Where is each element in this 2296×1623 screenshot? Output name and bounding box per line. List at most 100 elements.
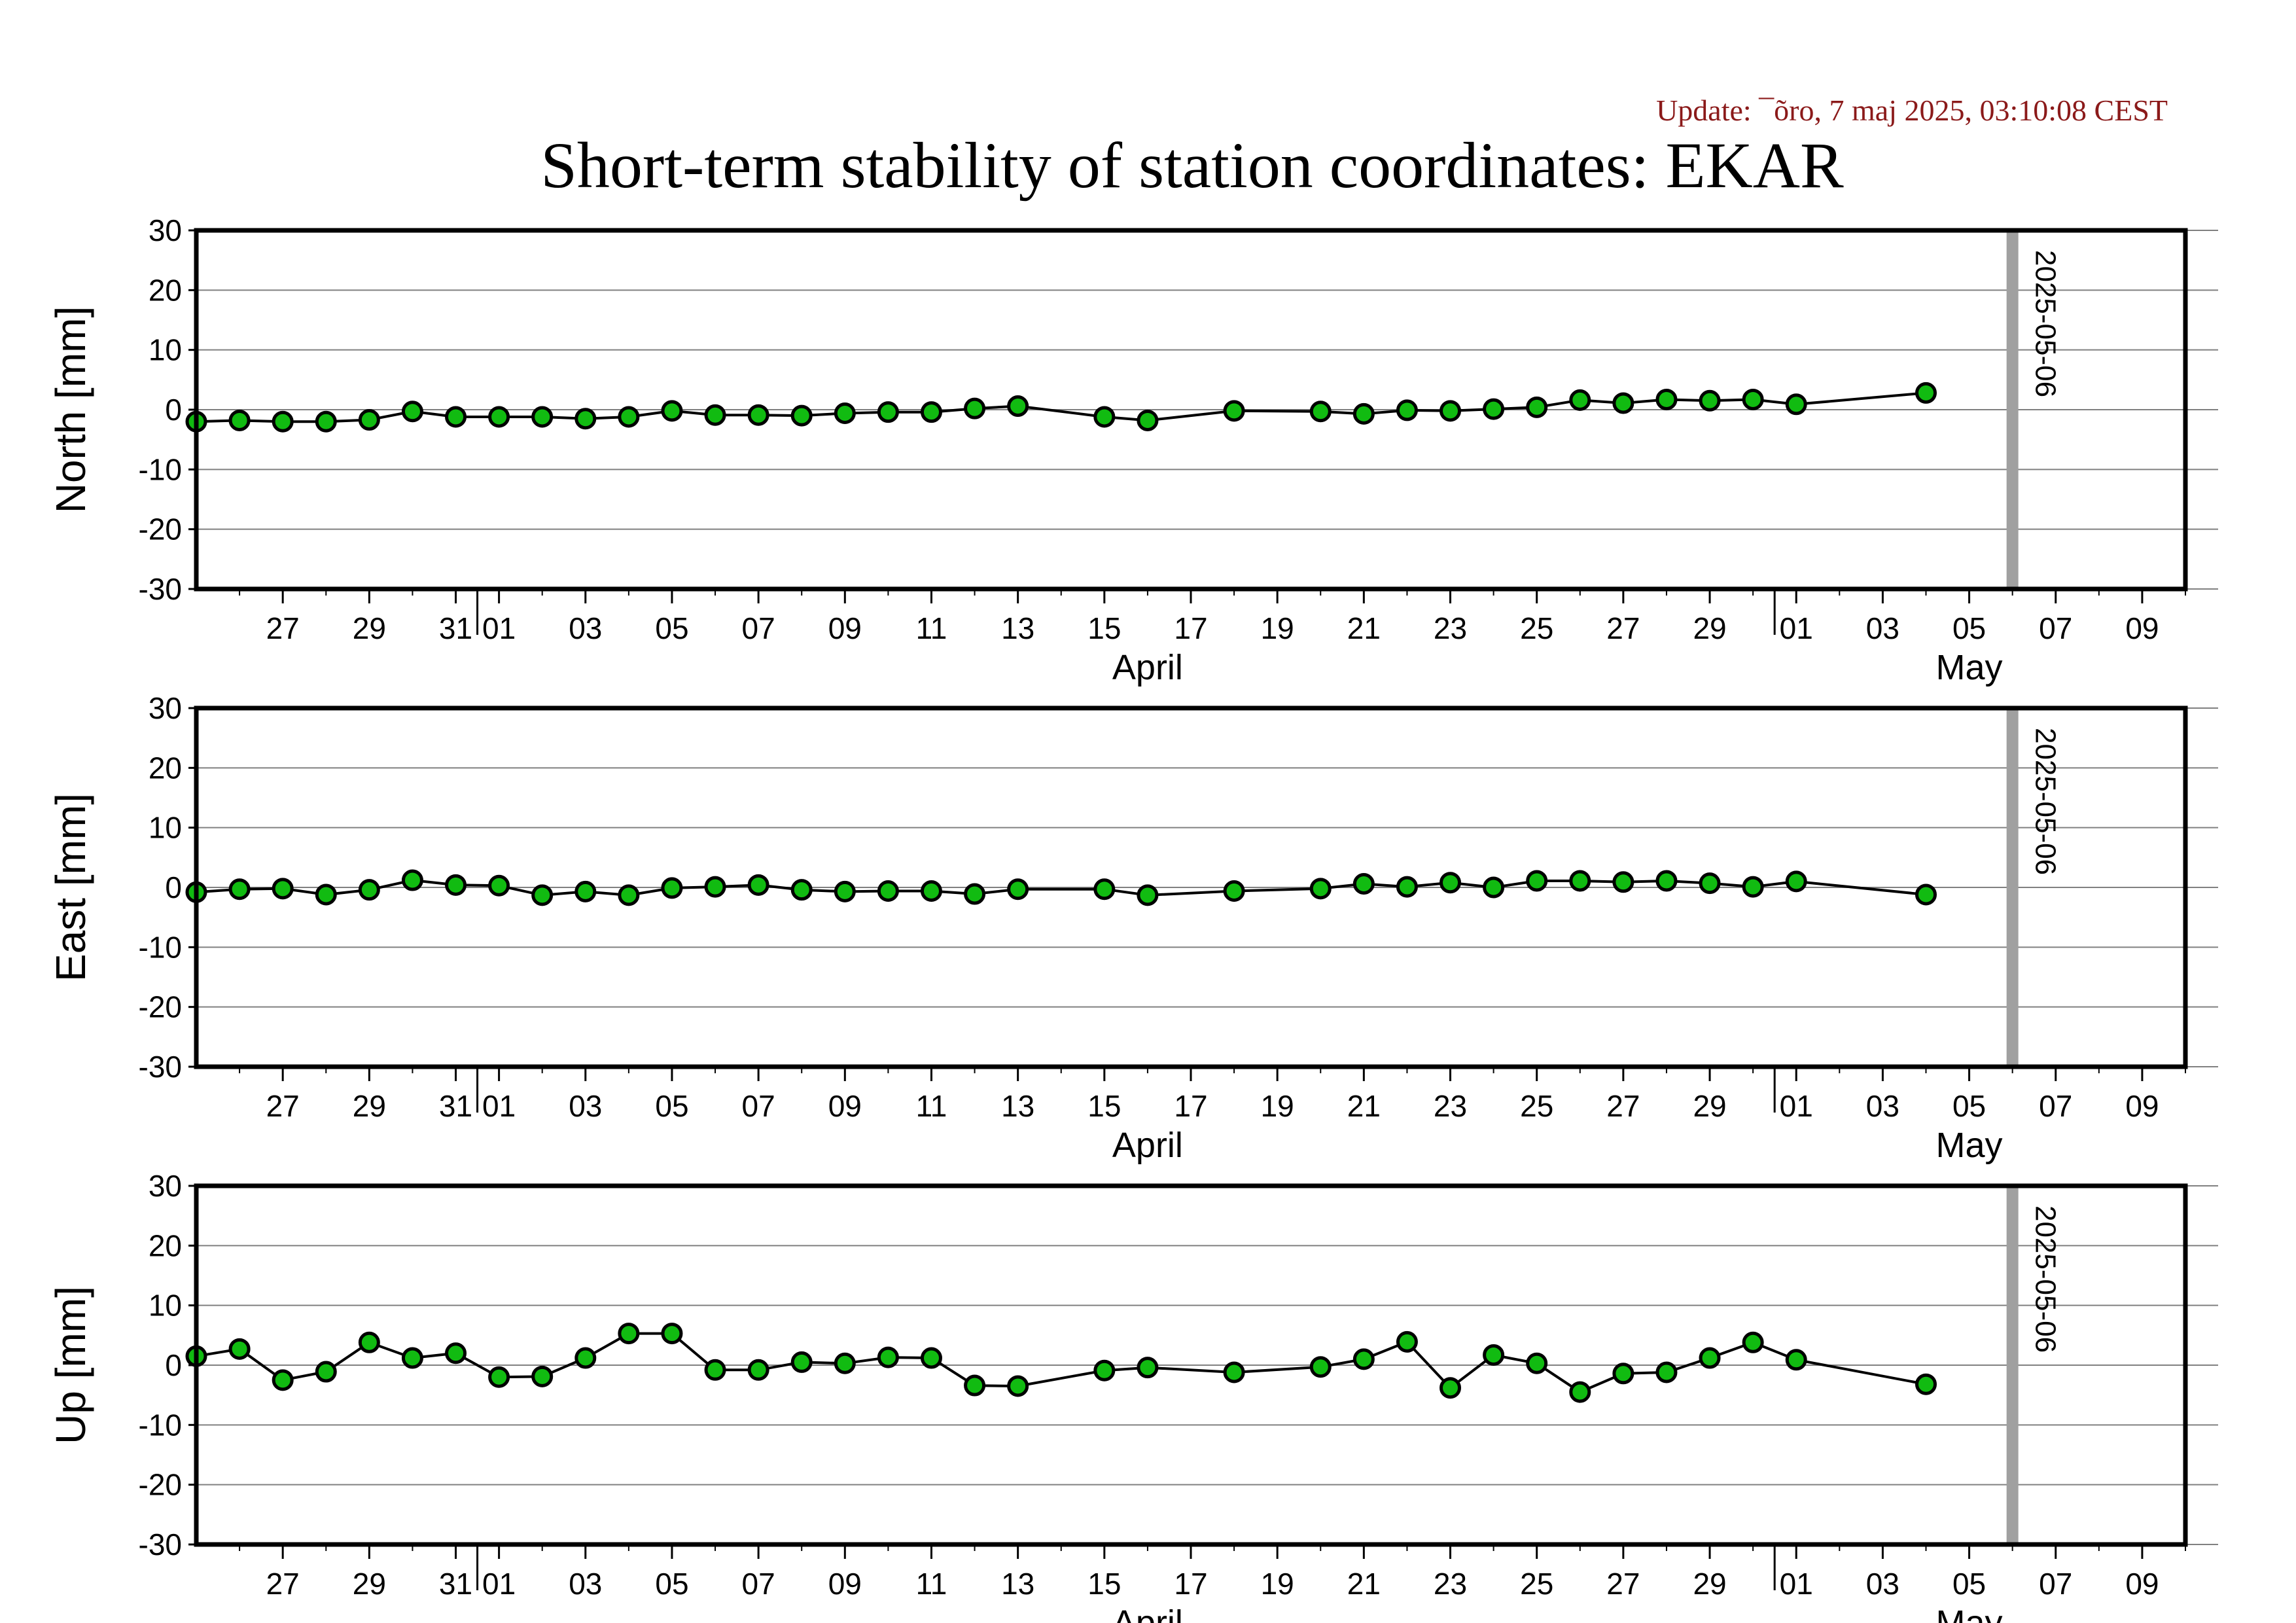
data-point (1007, 878, 1029, 901)
data-point (1007, 395, 1029, 418)
x-tick-label: 05 (1952, 611, 1986, 645)
x-tick-label: 29 (1693, 1089, 1726, 1123)
data-point (1612, 871, 1634, 893)
data-point (531, 1365, 554, 1387)
x-tick-label: 07 (2039, 611, 2072, 645)
data-point (1915, 883, 1937, 906)
x-tick-label: 17 (1174, 611, 1207, 645)
data-point (1309, 878, 1332, 900)
data-point (315, 410, 337, 433)
data-point (877, 880, 899, 902)
y-tick-label: -10 (139, 1408, 182, 1442)
data-point (401, 869, 423, 891)
data-point (920, 1347, 942, 1369)
month-label: April (1112, 648, 1183, 687)
data-point (574, 1347, 597, 1369)
data-point (1655, 388, 1678, 410)
x-tick-label: 09 (2125, 611, 2159, 645)
data-point (877, 1346, 899, 1368)
x-tick-label: 11 (916, 1089, 947, 1123)
x-tick-label: 27 (266, 1567, 300, 1601)
update-timestamp: Update: ¯õro, 7 maj 2025, 03:10:08 CEST (1656, 94, 2168, 127)
data-point (315, 1361, 337, 1383)
y-tick-label: -10 (139, 452, 182, 486)
data-point (531, 884, 554, 906)
panel-2: 2025-05-06 30 20 10 0 -10 -20 -30 27 29 31 01 03 05 07… (47, 691, 2218, 1165)
x-tick-label: 09 (828, 1567, 862, 1601)
x-tick-label: 05 (655, 611, 688, 645)
y-tick-label: 0 (165, 1348, 182, 1382)
data-point (574, 880, 597, 902)
data-point (790, 1351, 813, 1373)
x-tick-label: 25 (1520, 611, 1553, 645)
data-point (1569, 1381, 1591, 1403)
data-point (228, 1338, 251, 1360)
x-tick-label: 27 (266, 1089, 300, 1123)
data-point (1915, 382, 1937, 404)
data-point (964, 1374, 986, 1397)
y-tick-label: -30 (139, 572, 182, 606)
x-tick-label: 21 (1347, 1089, 1381, 1123)
y-axis-label: North [mm] (47, 306, 94, 513)
data-point (747, 1359, 769, 1381)
data-point (1742, 1331, 1764, 1353)
x-tick-label: 09 (2125, 1567, 2159, 1601)
data-point (488, 1366, 510, 1388)
x-tick-label: 21 (1347, 1567, 1381, 1601)
x-tick-label: 13 (1001, 1567, 1034, 1601)
data-point (1785, 1349, 1807, 1371)
x-tick-label: 27 (1606, 1567, 1640, 1601)
x-tick-label: 31 (439, 611, 472, 645)
data-point (1483, 1344, 1505, 1366)
data-point (1093, 406, 1116, 428)
data-point (272, 878, 294, 900)
data-point (1093, 1359, 1116, 1382)
y-tick-label: 10 (149, 333, 182, 367)
data-point (1655, 1361, 1678, 1383)
data-point (1352, 402, 1375, 425)
x-tick-label: 17 (1174, 1089, 1207, 1123)
data-point (488, 406, 510, 428)
x-tick-label: 15 (1087, 1089, 1121, 1123)
x-tick-label: 23 (1434, 611, 1467, 645)
plot-frame (194, 228, 2188, 592)
y-tick-label: -30 (139, 1527, 182, 1561)
data-point (661, 1323, 683, 1345)
x-tick-label: 25 (1520, 1089, 1553, 1123)
y-tick-label: 10 (149, 1289, 182, 1323)
x-tick-label: 27 (266, 611, 300, 645)
x-tick-label: 03 (569, 1089, 602, 1123)
data-point (618, 884, 640, 906)
data-point (704, 876, 726, 898)
plot-frame (194, 1183, 2188, 1547)
data-point (1526, 396, 1548, 418)
x-tick-label: 19 (1261, 1089, 1294, 1123)
chart-title: Short-term stability of station coordina… (540, 129, 1844, 202)
data-point (1223, 880, 1245, 902)
y-tick-label: -20 (139, 512, 182, 546)
data-point (1396, 399, 1418, 421)
data-point (1699, 389, 1721, 412)
data-point (1137, 884, 1159, 906)
x-tick-label: 03 (1866, 1089, 1899, 1123)
y-tick-label: 30 (149, 1169, 182, 1203)
x-tick-label: 07 (2039, 1567, 2072, 1601)
x-tick-label: 03 (1866, 611, 1899, 645)
y-tick-label: 0 (165, 393, 182, 427)
data-point (704, 404, 726, 426)
y-tick-label: -20 (139, 1468, 182, 1502)
data-point (1439, 872, 1462, 894)
x-tick-label: 29 (1693, 611, 1726, 645)
data-point (272, 1369, 294, 1391)
x-tick-label: 23 (1434, 1567, 1467, 1601)
x-tick-label: 29 (1693, 1567, 1726, 1601)
data-point (358, 409, 380, 431)
x-tick-label: 27 (1606, 611, 1640, 645)
y-tick-label: 20 (149, 751, 182, 785)
x-tick-label: 07 (742, 611, 775, 645)
data-point (531, 406, 554, 428)
data-point (445, 406, 467, 428)
data-point (1483, 876, 1505, 899)
data-point (1612, 1363, 1634, 1385)
data-point (1569, 870, 1591, 892)
